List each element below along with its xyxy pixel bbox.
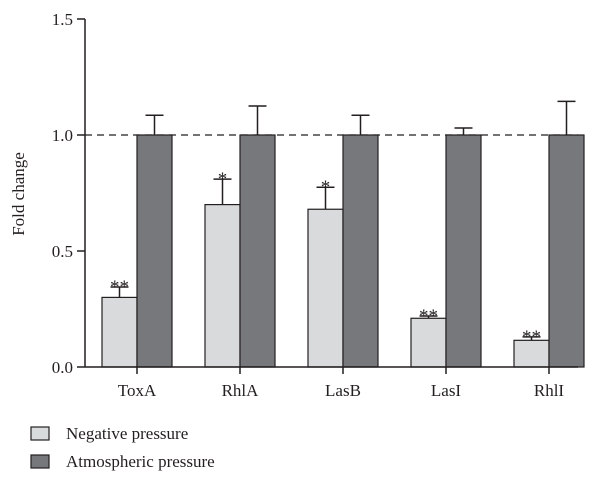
x-tick-label: RhlA [222,381,260,400]
y-tick-label: 0.5 [52,242,73,261]
x-tick-label: LasI [431,381,462,400]
legend: Negative pressure Atmospheric pressure [30,424,215,471]
significance-mark: ** [522,327,541,348]
significance-mark: * [321,177,331,198]
bar-negative-pressure-rhla [204,204,241,368]
plot-area: ** ToxA * RhlA * LasB ** LasI ** RhlI 0.0 0.5 1.0 1.5 [52,10,585,400]
bar-atmospheric-pressure-lasb [342,134,379,368]
significance-mark: * [218,169,228,190]
bar-atmospheric-pressure-rhla [239,134,276,368]
x-tick-label: ToxA [118,381,157,400]
significance-mark: ** [419,306,438,327]
legend-label-atmospheric-pressure: Atmospheric pressure [66,452,215,471]
bar-negative-pressure-lasb [307,208,344,368]
y-tick-label: 1.5 [52,10,73,29]
legend-label-negative-pressure: Negative pressure [66,424,188,443]
legend-swatch-atmospheric-pressure [30,454,50,469]
bar-atmospheric-pressure-rhli [548,134,585,368]
bar-atmospheric-pressure-toxa [136,134,173,368]
y-axis-label: Fold change [9,152,28,236]
legend-swatch-negative-pressure [30,426,50,441]
y-tick-label: 0.0 [52,358,73,377]
y-tick-label: 1.0 [52,126,73,145]
significance-mark: ** [110,277,129,298]
bar-negative-pressure-lasi [410,317,447,368]
x-tick-label: LasB [325,381,361,400]
bar-atmospheric-pressure-lasi [445,134,482,368]
bar-negative-pressure-toxa [101,296,138,368]
x-tick-label: RhlI [534,381,565,400]
